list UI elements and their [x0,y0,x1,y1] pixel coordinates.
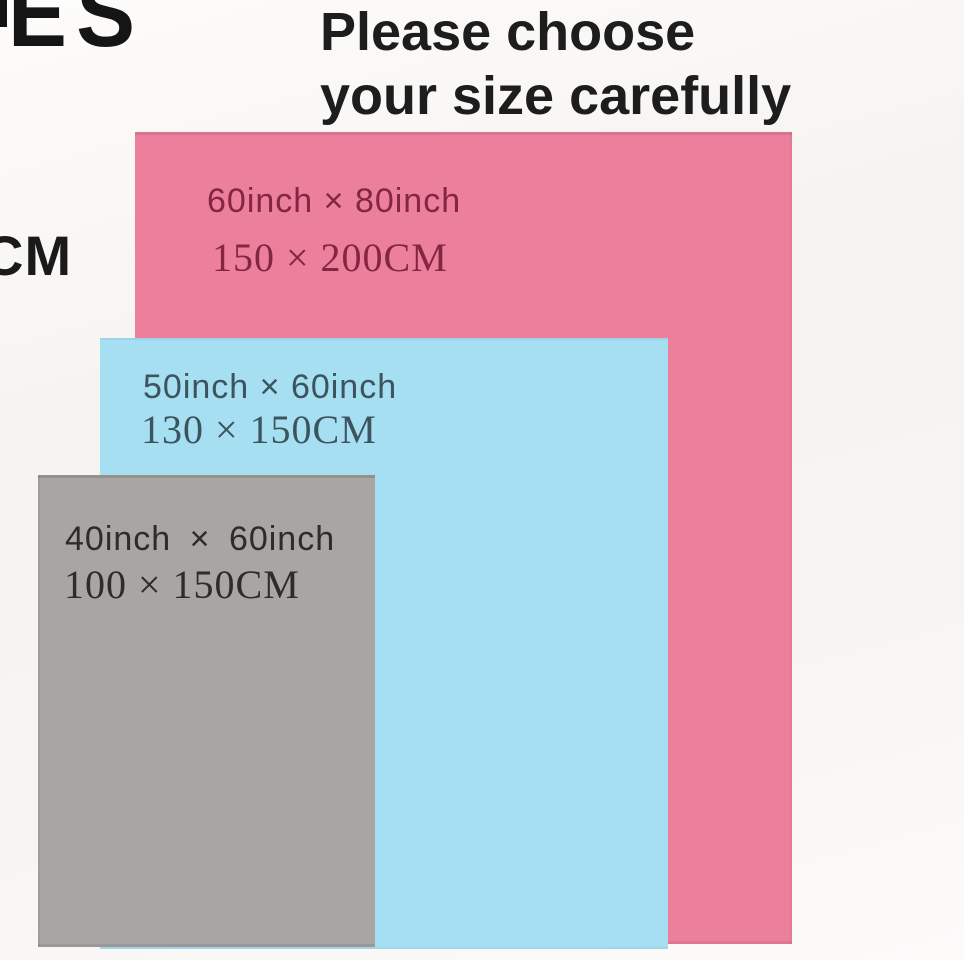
inch-size-label: 40inch × 60inch [65,520,336,558]
page-title-line1: Please choose [320,2,696,62]
inch-size-label: 60inch × 80inch [207,182,462,220]
cropped-heading-fragment: ES [8,0,145,67]
inch-size-label: 50inch × 60inch [143,368,398,406]
size-rect-40x60: 40inch × 60inch 100 × 150CM [38,475,375,947]
cm-size-label: 130 × 150CM [141,407,377,452]
cm-size-label: 100 × 150CM [64,562,300,607]
cm-size-label: 150 × 200CM [212,235,448,280]
cropped-cm-fragment: CM [0,224,73,287]
cropped-letter-sliver [0,0,7,27]
page-title-line2: your size carefully [320,66,792,126]
page-title: Please choose your size carefully [320,0,791,128]
